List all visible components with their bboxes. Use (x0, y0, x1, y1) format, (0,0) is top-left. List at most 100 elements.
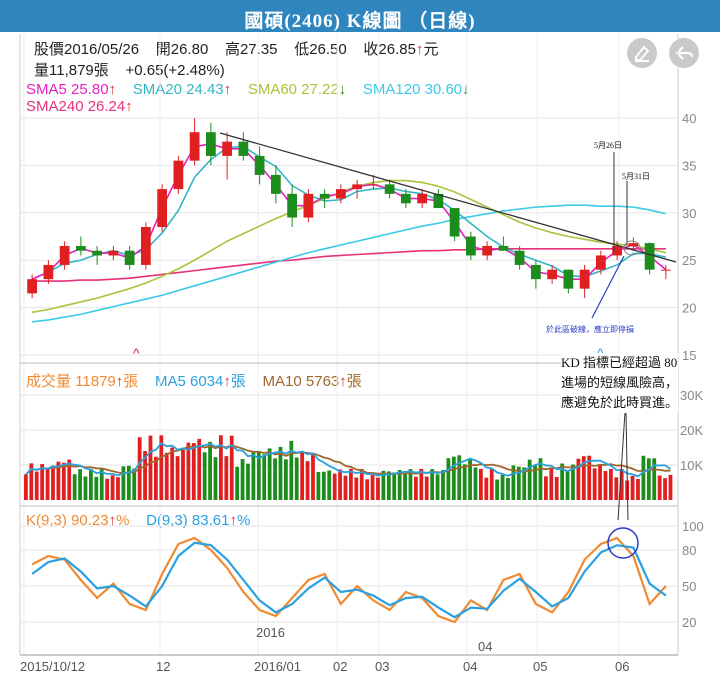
candle-body (222, 141, 232, 156)
candle-body (644, 243, 655, 270)
volume-bar (316, 472, 321, 500)
kd-legend: K(9,3) 90.23↑% D(9,3) 83.61↑% (26, 512, 250, 529)
candle-body (254, 155, 265, 175)
ma-legend-row-2: SMA240 26.24↑ (26, 98, 133, 115)
volume-bar (197, 438, 202, 500)
candle-body (498, 245, 509, 251)
quote-date: 股價2016/05/26 (34, 41, 140, 58)
volume-bar (386, 471, 391, 500)
candle-body (579, 269, 590, 289)
quote-high: 高27.35 (224, 41, 278, 58)
volume-bar (354, 477, 359, 500)
volume-bar (560, 463, 565, 500)
volume-bar (641, 455, 646, 500)
volume-bar (630, 475, 635, 500)
moving-average-lines (31, 143, 667, 323)
quote-volume: 量11,879張 (34, 62, 109, 79)
eraser-button[interactable] (627, 38, 657, 68)
volume-bar (78, 469, 82, 500)
volume-bar (148, 435, 153, 500)
volume-bar (549, 468, 554, 500)
volume-bar (45, 468, 50, 500)
volume-bar (94, 476, 99, 500)
kd-note-line-2: 進場的短線風險高， (561, 375, 679, 390)
price-tick-label: 35 (682, 158, 696, 173)
volume-bar (435, 474, 440, 500)
volume-bar (83, 476, 88, 500)
candle-body (661, 269, 671, 271)
may26-label: 5月26日 (594, 141, 622, 150)
volume-bar (408, 469, 413, 500)
candle-body (547, 269, 557, 280)
volume-bar (522, 467, 527, 500)
quote-change: +0.65(+2.48%) (125, 62, 225, 79)
volume-bar (294, 457, 299, 500)
volume-bar (289, 440, 294, 500)
date-tick-label: 02 (333, 659, 347, 674)
volume-bar (61, 462, 66, 500)
ma-legend-row-1: SMA5 25.80↑ SMA20 24.43↑ SMA60 27.22↓ SM… (26, 81, 470, 98)
volume-tick-label: 30K (680, 388, 703, 403)
kd-note-line-1: KD 指標已經超過 80 (561, 355, 678, 370)
volume-bar (414, 476, 418, 500)
volume-bar (370, 475, 375, 500)
quote-low: 低26.50 (294, 41, 347, 58)
volume-bar (392, 472, 397, 500)
volume-bar (565, 470, 570, 500)
kd-lines (31, 536, 667, 624)
volume-bar (132, 468, 137, 500)
volume-bar (500, 474, 505, 500)
candle-body (531, 264, 541, 280)
sma60-legend: SMA60 27.22↓ (247, 81, 347, 98)
candle-body (449, 208, 460, 237)
volume-bar (338, 469, 342, 500)
volume-bar (202, 452, 207, 500)
volume-bar (657, 475, 662, 500)
candle-body (336, 189, 346, 199)
kd-overbought-circle (607, 527, 639, 559)
volume-bar (164, 452, 169, 500)
candle-body (433, 193, 444, 209)
volume-bar (67, 459, 72, 500)
price-tick-label: 40 (682, 111, 696, 126)
k-legend: K(9,3) 90.23↑% (26, 512, 130, 529)
candle-body (417, 193, 427, 204)
volume-bar (110, 475, 115, 500)
price-tick-label: 20 (682, 301, 696, 316)
volume-bar (473, 467, 478, 500)
price-tick-label: 15 (682, 348, 696, 363)
volume-bar (652, 458, 657, 500)
date-tick-label: 12 (156, 659, 170, 674)
breakout-note: 於此區破線，應立即停損 (546, 325, 634, 334)
date-axis: 2015/10/12 12 2016/01 02 03 04 05 06 2016 04 (20, 625, 629, 674)
volume-bar (381, 470, 386, 500)
volume-bar (646, 458, 651, 500)
back-arrow-icon (675, 46, 694, 60)
volume-bar (511, 465, 516, 500)
volume-bar (267, 448, 272, 500)
back-button[interactable] (669, 38, 699, 68)
volume-bar (365, 479, 370, 500)
volume-bar (34, 471, 39, 500)
ma-line-sma120 (32, 204, 667, 323)
volume-bar (170, 447, 175, 500)
breakout-pointer (591, 255, 625, 319)
sma5-legend: SMA5 25.80↑ (26, 81, 117, 98)
date-tick-label: 2016/01 (254, 659, 301, 674)
candle-body (352, 184, 362, 190)
volume-bar (668, 474, 673, 500)
price-tick-label: 25 (682, 253, 696, 268)
candle-body (43, 264, 54, 280)
ma-line-sma5 (31, 143, 667, 280)
sma120-legend: SMA120 30.60↓ (362, 81, 470, 98)
volume-bar (343, 475, 348, 500)
candle-body (27, 279, 37, 294)
volume-legend: 成交量 11879↑張 MA5 6034↑張 MA10 5763↑張 (26, 370, 362, 391)
volume-bar (506, 477, 510, 500)
chart-title: 國碩(2406) K線圖 （日線) (244, 11, 476, 32)
candle-body (514, 250, 525, 265)
volume-bar (175, 456, 180, 500)
volume-bar (256, 450, 261, 500)
volume-bar (213, 457, 218, 500)
volume-bar (609, 468, 613, 500)
